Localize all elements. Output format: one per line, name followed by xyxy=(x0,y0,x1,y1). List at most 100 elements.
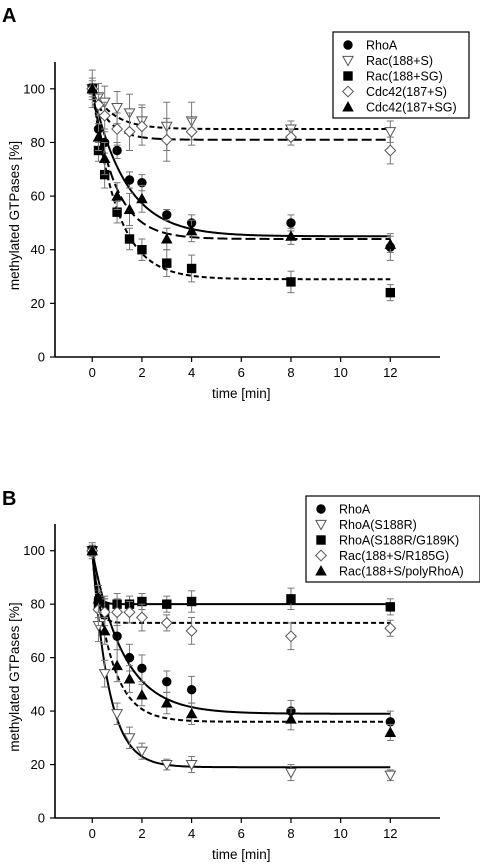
data-point xyxy=(162,258,172,268)
legend-marker xyxy=(316,504,326,514)
data-point xyxy=(185,707,198,719)
data-point xyxy=(98,152,111,164)
legend-marker xyxy=(315,519,327,531)
y-tick-label: 100 xyxy=(23,543,45,558)
y-tick-label: 40 xyxy=(31,704,45,719)
data-point xyxy=(185,225,198,236)
data-point xyxy=(124,652,135,663)
y-axis-label: methylated GTPases [%] xyxy=(7,141,22,290)
legend-entry-label: RhoA xyxy=(366,39,398,53)
data-point xyxy=(137,663,147,674)
legend-entry-label: Cdc42(187+SG) xyxy=(366,101,457,115)
y-tick-label: 0 xyxy=(38,811,45,826)
fit-curve xyxy=(91,88,391,281)
data-point xyxy=(160,697,173,708)
legend-entry-label: Cdc42(187+S) xyxy=(366,85,447,99)
data-point xyxy=(185,759,198,771)
data-point xyxy=(92,131,105,142)
data-point xyxy=(384,770,397,782)
x-tick-label: 6 xyxy=(238,826,245,841)
data-point xyxy=(123,606,136,619)
data-point xyxy=(384,238,397,249)
legend-marker xyxy=(342,55,354,67)
x-tick-label: 2 xyxy=(138,826,145,841)
legend-entry-label: Rac(188+S) xyxy=(366,54,433,68)
legend-entry-label: Rac(188+S/R185G) xyxy=(339,549,449,563)
y-tick-label: 0 xyxy=(38,350,45,365)
data-point xyxy=(286,218,296,228)
data-point xyxy=(284,630,297,643)
data-point xyxy=(385,602,396,612)
data-point xyxy=(135,611,148,624)
legend-box xyxy=(332,31,470,119)
data-point xyxy=(123,733,136,744)
data-point xyxy=(111,709,124,720)
data-point xyxy=(384,144,397,157)
x-tick-label: 10 xyxy=(333,826,347,841)
data-point xyxy=(285,713,297,724)
panel-b: B 0 20 40 60 80 100 0 2 4 6 8 10 12 time [min] methylat… xyxy=(2,488,480,862)
legend-marker xyxy=(341,85,355,98)
fit-curve xyxy=(91,550,391,723)
fit-curve xyxy=(91,88,391,240)
data-point xyxy=(160,133,173,146)
data-point xyxy=(384,127,397,138)
data-point xyxy=(285,230,297,241)
data-point xyxy=(98,109,111,122)
legend-entry-label: RhoA(S188R/G189K) xyxy=(339,534,459,548)
legend-marker xyxy=(343,71,353,81)
x-tick-label: 4 xyxy=(188,826,195,841)
legend-marker xyxy=(316,535,326,545)
data-point xyxy=(98,624,111,636)
data-point xyxy=(285,767,297,779)
y-tick-label: 100 xyxy=(23,81,45,96)
legend-marker xyxy=(342,101,354,112)
y-tick-label: 80 xyxy=(31,597,45,612)
data-point xyxy=(112,631,122,641)
y-tick-label: 80 xyxy=(31,135,45,150)
series-5 xyxy=(86,544,397,741)
data-point xyxy=(162,599,172,609)
data-point xyxy=(286,594,296,604)
series-5 xyxy=(86,80,397,253)
data-point xyxy=(111,123,124,136)
legend-marker xyxy=(314,549,328,562)
data-point xyxy=(136,192,148,204)
legend-entry-label: RhoA xyxy=(339,503,371,517)
data-point xyxy=(385,287,396,298)
data-point xyxy=(162,676,172,687)
data-point xyxy=(135,746,148,758)
y-tick-label: 20 xyxy=(31,296,45,311)
data-point xyxy=(123,203,136,214)
x-tick-label: 2 xyxy=(138,365,145,380)
data-point xyxy=(186,685,197,695)
data-point xyxy=(92,592,105,604)
y-tick-label: 20 xyxy=(31,757,45,772)
legend-box xyxy=(305,495,480,583)
legend-entry-label: Rac(188+SG) xyxy=(366,70,443,84)
x-tick-label: 8 xyxy=(287,365,294,380)
y-tick-label: 60 xyxy=(31,650,45,665)
fit-curve xyxy=(91,550,391,769)
panel-a: A 0 20 40 60 80 100 0 2 4 6 8 10 12 time [min] methylat… xyxy=(2,5,470,401)
x-tick-label: 10 xyxy=(333,365,347,380)
x-tick-label: 12 xyxy=(383,826,397,841)
data-point xyxy=(284,131,297,144)
data-point xyxy=(384,726,397,737)
x-tick-label: 4 xyxy=(188,365,195,380)
panel-letter: B xyxy=(2,488,16,510)
data-point xyxy=(160,233,173,244)
legend-entry-label: RhoA(S188R) xyxy=(339,518,417,532)
data-point xyxy=(86,544,99,556)
series-3 xyxy=(87,82,396,302)
data-point xyxy=(111,606,124,619)
data-point xyxy=(186,263,197,274)
legend-marker xyxy=(315,565,327,576)
data-point xyxy=(162,210,172,220)
x-tick-label: 6 xyxy=(238,365,245,380)
data-point xyxy=(286,277,296,287)
data-point xyxy=(86,82,99,94)
